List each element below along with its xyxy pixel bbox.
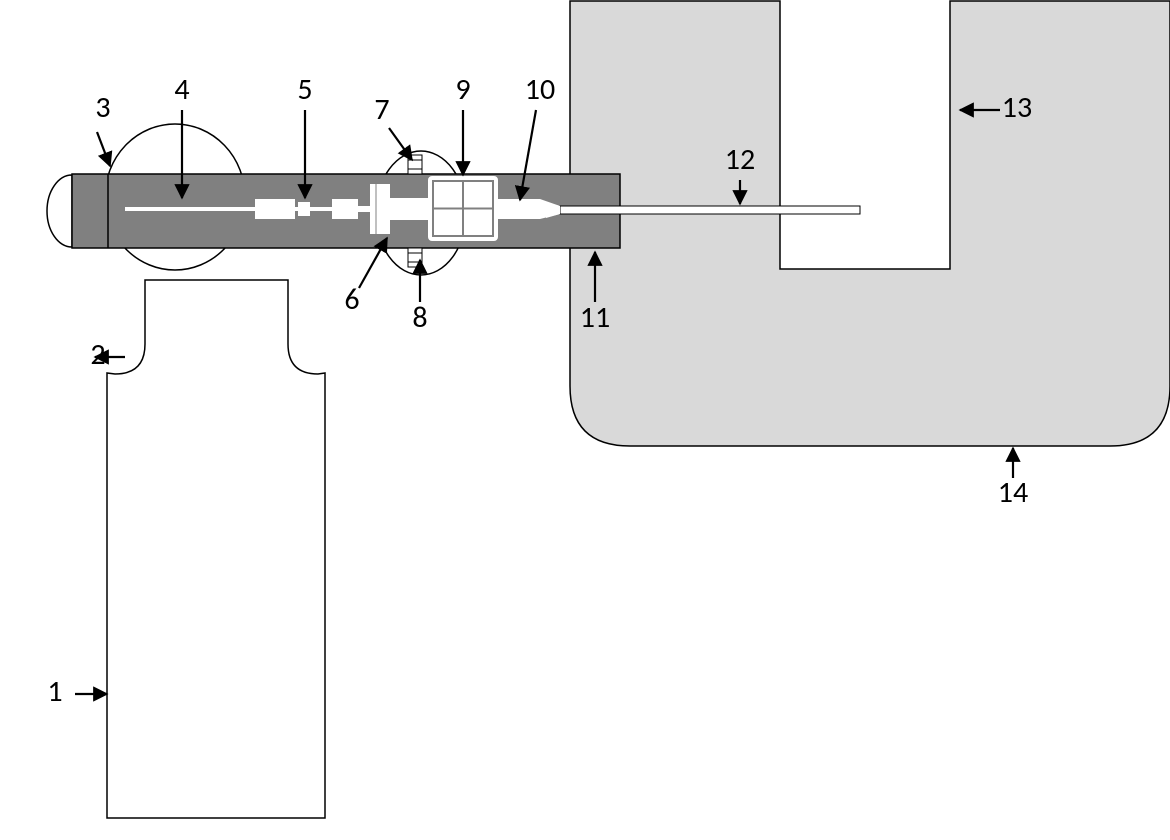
label-7: 7: [374, 91, 412, 160]
label-text-5: 5: [297, 71, 312, 108]
label-text-12: 12: [725, 141, 755, 178]
pump-vessel: [107, 280, 325, 818]
bath-block: [570, 1, 1170, 446]
label-text-10: 10: [525, 71, 555, 108]
label-text-3: 3: [95, 89, 110, 126]
label-text-2: 2: [90, 336, 105, 373]
label-text-13: 13: [1002, 89, 1032, 126]
label-2: 2: [90, 336, 125, 373]
label-9: 9: [455, 71, 470, 175]
capillary-nozzle: [560, 206, 860, 214]
label-14: 14: [998, 448, 1028, 511]
label-text-9: 9: [455, 71, 470, 108]
label-text-6: 6: [344, 281, 359, 318]
end-cap: [47, 175, 72, 247]
label-1: 1: [47, 673, 107, 710]
label-3: 3: [95, 89, 110, 166]
label-text-14: 14: [998, 474, 1028, 511]
label-text-11: 11: [580, 299, 610, 336]
label-text-1: 1: [47, 673, 62, 710]
apparatus-diagram: 1234567891011121314: [0, 0, 1170, 840]
label-text-7: 7: [374, 91, 389, 128]
label-text-8: 8: [412, 299, 427, 336]
label-text-4: 4: [174, 71, 189, 108]
label-6: 6: [344, 238, 387, 318]
